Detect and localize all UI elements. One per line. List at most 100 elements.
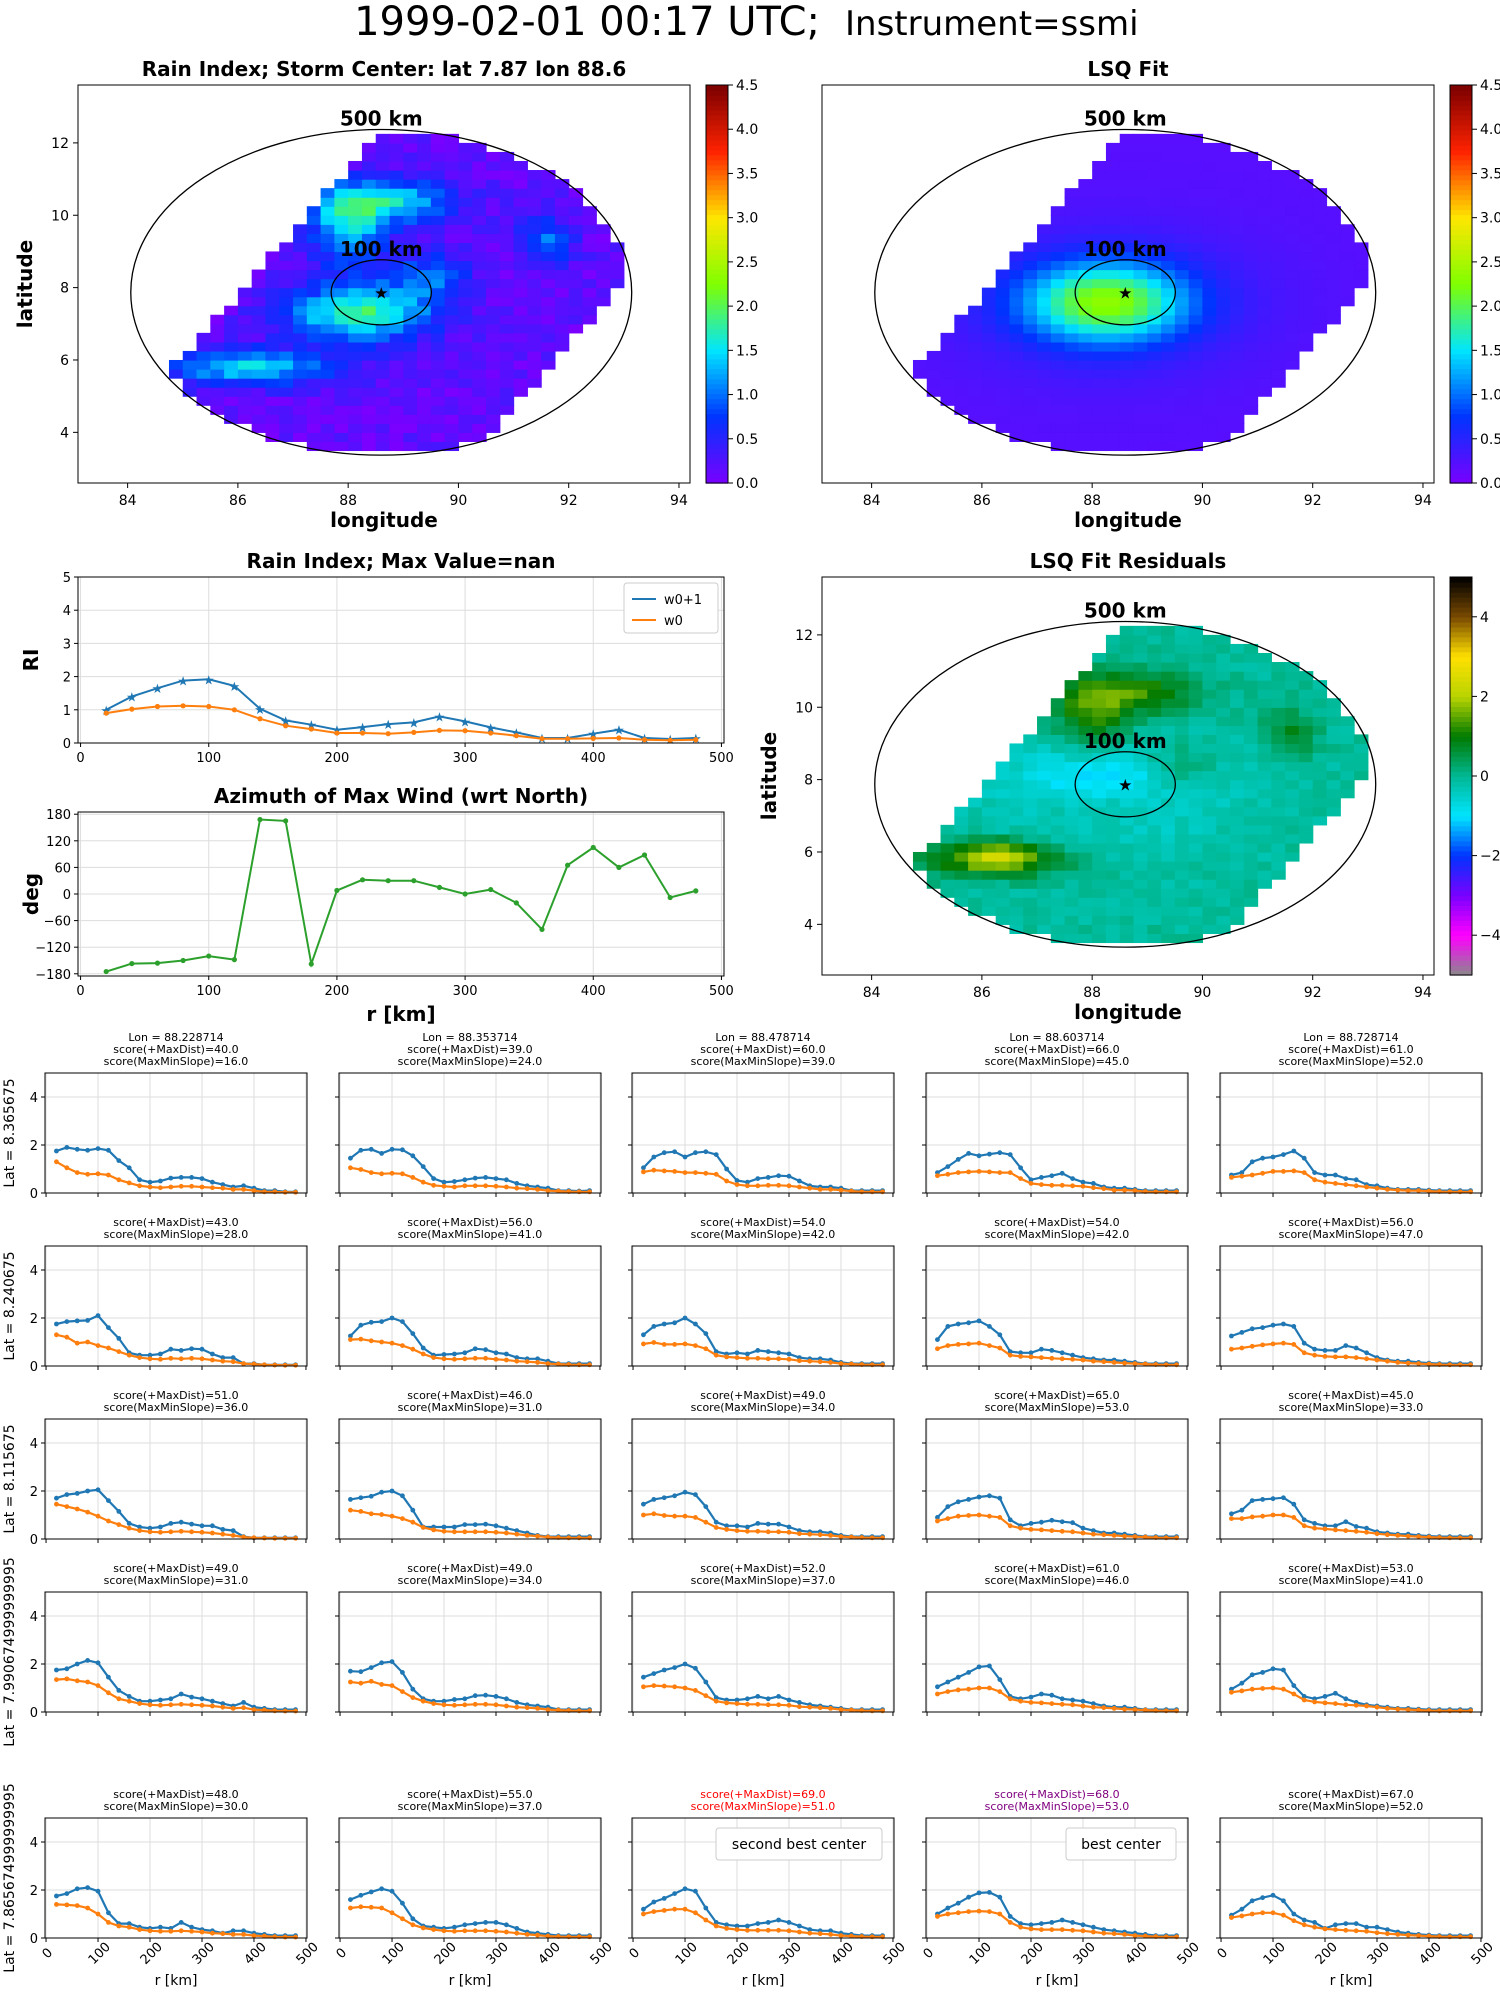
data-point <box>483 1928 488 1934</box>
data-point <box>1007 1914 1013 1919</box>
y-tick-label: 0 <box>30 1706 38 1721</box>
heatmap-cell <box>513 242 528 253</box>
heatmap-cell <box>293 350 308 361</box>
heatmap-cell <box>1202 906 1217 916</box>
heatmap-cell <box>1230 888 1245 898</box>
heatmap-cell <box>527 260 542 271</box>
heatmap-cell <box>1161 188 1176 198</box>
heatmap-cell <box>1147 323 1162 334</box>
data-point <box>293 1708 298 1714</box>
heatmap-cell <box>1202 323 1217 334</box>
heatmap-cell <box>554 197 570 207</box>
data-point <box>535 1360 540 1365</box>
annotation-box <box>715 1827 883 1861</box>
data-point <box>1395 1187 1401 1193</box>
heatmap-cell <box>1147 815 1162 826</box>
heatmap-cell <box>403 151 418 162</box>
heatmap-cell <box>1023 269 1038 280</box>
heatmap-cell <box>210 323 225 334</box>
heatmap-cell <box>1243 833 1259 844</box>
data-point <box>178 1691 184 1697</box>
colorbar-segment <box>706 204 728 211</box>
heatmap-cell <box>1119 861 1135 871</box>
heatmap-cell <box>444 405 460 415</box>
heatmap-cell <box>293 305 308 316</box>
heatmap-cell <box>1174 734 1190 745</box>
heatmap-cell <box>1119 142 1135 153</box>
data-point <box>168 1702 174 1708</box>
label-500km: 500 km <box>340 107 423 131</box>
heatmap-cell <box>1119 671 1135 681</box>
heatmap-cell <box>237 378 253 388</box>
heatmap-cell <box>1078 387 1093 397</box>
data-point <box>1080 1703 1086 1709</box>
heatmap-cell <box>1216 797 1231 808</box>
heatmap-cell <box>1243 788 1259 799</box>
heatmap-cell <box>1202 851 1217 862</box>
heatmap-cell <box>1161 242 1176 253</box>
heatmap-cell <box>224 323 239 334</box>
heatmap-cell <box>293 341 308 352</box>
heatmap-cell <box>472 432 487 442</box>
data-point <box>661 1667 667 1673</box>
colorbar-segment <box>1450 199 1472 206</box>
data-point <box>126 1352 132 1358</box>
colorbar-segment <box>706 453 728 459</box>
heatmap-cell <box>1133 251 1148 262</box>
heatmap-cell <box>1216 897 1231 907</box>
y-tick-label: 3 <box>63 637 71 652</box>
colorbar-segment <box>1450 149 1472 156</box>
colorbar-segment <box>1450 795 1472 802</box>
heatmap-cell <box>1188 224 1204 234</box>
heatmap-cell <box>486 341 501 352</box>
heatmap-cell <box>1216 215 1231 225</box>
heatmap-cell <box>1064 806 1079 817</box>
data-point <box>976 1494 982 1500</box>
heatmap-cell <box>610 242 625 253</box>
data-point <box>1239 1330 1245 1335</box>
heatmap-cell <box>1230 332 1245 343</box>
colorbar-segment <box>1450 418 1472 424</box>
series-line <box>349 1887 590 1937</box>
heatmap-cell <box>458 369 473 379</box>
y-tick-label: 2 <box>30 1485 38 1500</box>
colorbar-segment <box>1450 681 1472 688</box>
colorbar-segment <box>706 259 728 265</box>
heatmap-cell <box>527 179 542 189</box>
data-point <box>493 1183 499 1189</box>
colorbar-tick-label: 2.5 <box>1480 255 1500 271</box>
heatmap-cell <box>1340 233 1355 243</box>
heatmap-cell <box>968 833 983 844</box>
colorbar-segment <box>706 303 728 310</box>
data-point <box>472 1529 478 1535</box>
heatmap-cell <box>1216 369 1231 379</box>
x-tick-label: 88 <box>339 493 357 509</box>
heatmap-cell <box>1092 707 1107 717</box>
data-point <box>400 1900 405 1906</box>
heatmap-cell <box>265 423 280 433</box>
heatmap-cell <box>1243 824 1259 835</box>
heatmap-cell <box>1050 933 1066 944</box>
data-point <box>796 1923 802 1929</box>
x-tick-label: 0 <box>627 1946 643 1962</box>
data-point <box>137 1355 143 1360</box>
heatmap-cell <box>1174 170 1190 180</box>
heatmap-cell <box>1243 743 1259 754</box>
data-point <box>358 1904 364 1910</box>
heatmap-cell <box>1161 296 1176 307</box>
heatmap-cell <box>1037 761 1052 772</box>
heatmap-cell <box>1050 734 1066 745</box>
data-point <box>755 1183 761 1189</box>
heatmap-cell <box>1078 332 1093 343</box>
heatmap-cell <box>1202 142 1217 153</box>
heatmap-cell <box>1354 752 1369 763</box>
heatmap-cell <box>1009 332 1024 343</box>
heatmap-cell <box>403 215 418 225</box>
heatmap-cell <box>1078 752 1093 763</box>
heatmap-cell <box>486 387 501 397</box>
data-point <box>126 1698 132 1704</box>
colorbar-segment <box>706 89 728 96</box>
heatmap-cell <box>306 369 322 379</box>
heatmap-cell <box>1243 797 1259 808</box>
